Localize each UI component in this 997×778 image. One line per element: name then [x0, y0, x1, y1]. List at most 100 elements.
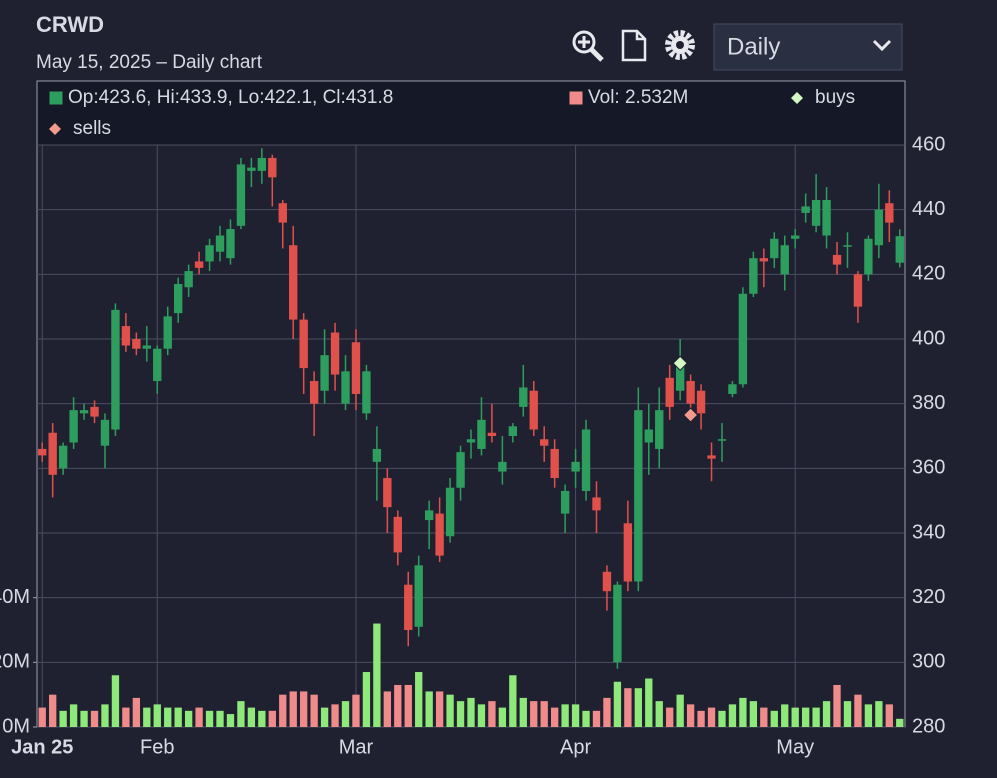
y2-tick-label: 20M	[0, 651, 30, 673]
candle-body	[121, 326, 131, 346]
candle-body	[226, 229, 235, 259]
candle-body	[163, 316, 172, 349]
settings-button[interactable]	[665, 30, 695, 60]
candle-body	[581, 429, 591, 491]
legend-label: sells	[73, 118, 111, 139]
volume-bar	[864, 704, 873, 727]
candle-body	[132, 339, 141, 349]
candle-body	[759, 258, 769, 262]
dropdown-value: Daily	[727, 33, 780, 60]
candle-body	[142, 345, 151, 349]
candle-body	[404, 584, 413, 630]
candle-body	[686, 381, 695, 404]
interval-dropdown[interactable]: Daily	[713, 23, 903, 71]
chart-subtitle: May 15, 2025 – Daily chart	[36, 52, 263, 73]
candle-body	[414, 565, 423, 627]
candle-body	[69, 410, 78, 443]
volume-bar	[655, 701, 663, 727]
y-tick-label: 280	[912, 715, 945, 737]
candle-body	[393, 516, 402, 553]
candle-body	[100, 419, 110, 446]
trade-marker	[682, 407, 699, 423]
candle-body	[717, 439, 727, 441]
volume-bar	[707, 707, 716, 727]
volume-bar	[592, 710, 601, 727]
volume-bar	[749, 701, 758, 727]
legend-box	[36, 80, 906, 146]
candle-body	[38, 448, 47, 456]
volume-bar	[613, 681, 622, 727]
volume-bar	[195, 707, 203, 727]
volume-bar	[404, 684, 412, 727]
volume-bar	[331, 704, 339, 727]
candle-body	[822, 199, 831, 236]
candle-body	[665, 377, 674, 407]
candle-body	[519, 387, 528, 407]
candle-body	[48, 432, 57, 475]
volume-bar	[582, 710, 590, 727]
candle-body	[90, 406, 99, 417]
volume-bar	[320, 707, 329, 727]
candle-body	[780, 245, 789, 275]
volume-bar	[885, 704, 893, 727]
legend-marker	[49, 123, 61, 135]
volume-bar	[352, 694, 360, 727]
candle-body	[864, 238, 873, 275]
zoom-button[interactable]	[572, 30, 604, 62]
y-tick-label: 300	[912, 651, 945, 673]
candle-body	[623, 523, 633, 582]
volume-bar	[153, 704, 161, 727]
volume-bar	[289, 691, 297, 727]
x-tick-label: Feb	[140, 736, 174, 758]
volume-bar	[425, 691, 433, 727]
candle-body	[749, 258, 758, 294]
candle-body	[550, 448, 559, 479]
candle-body	[770, 238, 779, 259]
export-button[interactable]	[621, 29, 647, 62]
volume-bar	[456, 701, 465, 727]
candle-body	[874, 209, 884, 246]
volume-bar	[279, 694, 287, 727]
y2-tick-label: 40M	[0, 586, 30, 608]
candle-body	[236, 164, 246, 226]
volume-bar	[498, 707, 507, 727]
candle-body	[445, 487, 455, 537]
candle-body	[341, 371, 350, 404]
volume-bar	[80, 710, 88, 727]
volume-bar	[896, 718, 904, 727]
candle-body	[801, 206, 810, 213]
volume-bar	[770, 710, 778, 727]
volume-bar	[268, 710, 276, 727]
volume-bar	[666, 707, 674, 727]
y-tick-label: 320	[912, 586, 945, 608]
candle-body	[602, 571, 612, 592]
x-tick-label: Apr	[560, 736, 591, 758]
candle-body	[79, 410, 89, 414]
candle-body	[153, 348, 162, 382]
candle-body	[111, 309, 120, 430]
legend-marker	[791, 92, 803, 104]
candle-body	[696, 390, 706, 414]
candle-body	[613, 584, 622, 663]
candle-body	[257, 157, 267, 171]
volume-bar	[467, 697, 475, 727]
volume-bar	[383, 691, 391, 727]
volume-bar	[561, 704, 569, 727]
candle-body	[58, 445, 68, 469]
volume-bar	[435, 691, 444, 727]
y-tick-label: 460	[912, 133, 945, 155]
candle-body	[592, 497, 601, 511]
volume-bar	[373, 623, 381, 727]
candle-body	[278, 203, 287, 223]
y2-tick-label: 0M	[2, 715, 30, 737]
candle-body	[320, 355, 329, 391]
candle-body	[466, 439, 476, 443]
x-tick-label: Mar	[339, 736, 374, 758]
volume-bar	[216, 710, 224, 727]
volume-bar	[205, 710, 214, 727]
y-tick-label: 400	[912, 327, 945, 349]
volume-bar	[875, 701, 883, 727]
candle-body	[843, 245, 852, 247]
candle-body	[634, 410, 643, 582]
